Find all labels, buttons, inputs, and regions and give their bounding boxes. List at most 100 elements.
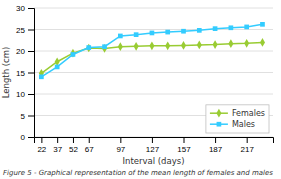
plot: 22 37 52 67 97 127 157 187 217 0 5 10 15 20 25 30 Female… bbox=[16, 4, 273, 154]
tick: 97 bbox=[116, 137, 125, 154]
tick-label: 127 bbox=[146, 145, 160, 154]
series-line bbox=[41, 24, 262, 76]
point bbox=[149, 41, 154, 50]
tick-label: 37 bbox=[53, 145, 62, 154]
tick-label: 22 bbox=[37, 145, 46, 154]
tick-mark bbox=[57, 137, 58, 143]
point bbox=[181, 41, 186, 50]
y-axis: 0 5 10 15 20 25 30 bbox=[16, 4, 34, 142]
tick-mark bbox=[215, 137, 216, 143]
tick: 187 bbox=[209, 137, 223, 154]
legend-label: Females bbox=[232, 109, 265, 118]
tick-mark bbox=[247, 137, 248, 143]
point bbox=[244, 25, 249, 30]
tick-label: 25 bbox=[16, 26, 25, 35]
grid-line bbox=[34, 72, 273, 73]
tick-label: 52 bbox=[69, 145, 78, 154]
tick: 5 bbox=[21, 112, 34, 121]
grid-line bbox=[34, 94, 273, 95]
grid bbox=[34, 8, 273, 137]
axis-line bbox=[28, 9, 35, 138]
point bbox=[150, 31, 155, 36]
point bbox=[165, 41, 170, 50]
legend-item: Females bbox=[210, 109, 265, 118]
tick-mark bbox=[89, 137, 90, 143]
tick-mark bbox=[41, 137, 42, 143]
grid-line bbox=[34, 51, 273, 52]
marks bbox=[39, 22, 265, 79]
point bbox=[181, 29, 186, 34]
legend-item: Males bbox=[210, 120, 255, 129]
tick: 52 bbox=[69, 137, 78, 154]
tick-mark bbox=[28, 137, 34, 138]
series-line bbox=[41, 42, 262, 73]
point bbox=[118, 34, 123, 39]
point bbox=[244, 39, 249, 48]
point bbox=[55, 65, 60, 70]
grid-line bbox=[34, 29, 273, 30]
tick-label: 157 bbox=[177, 145, 191, 154]
tick-mark bbox=[28, 51, 34, 52]
tick-label: 0 bbox=[21, 133, 26, 142]
legend-label: Males bbox=[232, 120, 255, 129]
legend-marker bbox=[216, 109, 221, 118]
tick-mark bbox=[28, 116, 34, 117]
grid-line bbox=[34, 8, 273, 9]
tick-label: 30 bbox=[16, 4, 25, 13]
tick-label: 97 bbox=[116, 145, 125, 154]
tick-mark bbox=[28, 73, 34, 74]
point bbox=[70, 49, 75, 58]
tick-mark bbox=[28, 30, 34, 31]
chart: 22 37 52 67 97 127 157 187 217 0 5 10 15 20 25 30 Female… bbox=[0, 0, 281, 179]
tick-mark bbox=[152, 137, 153, 143]
point bbox=[102, 44, 107, 49]
point bbox=[134, 32, 139, 37]
tick-label: 67 bbox=[85, 145, 94, 154]
point bbox=[165, 30, 170, 35]
tick: 127 bbox=[146, 137, 160, 154]
tick: 10 bbox=[16, 90, 34, 99]
tick: 0 bbox=[21, 133, 34, 142]
legend: Females Males bbox=[206, 105, 269, 133]
point bbox=[39, 74, 44, 79]
tick-label: 5 bbox=[21, 112, 26, 121]
tick-mark bbox=[73, 137, 74, 143]
tick: 25 bbox=[16, 26, 34, 35]
point bbox=[228, 39, 233, 48]
point bbox=[86, 44, 91, 53]
caption: Figure 5 - Graphical representation of t… bbox=[3, 169, 273, 177]
axis-line bbox=[35, 138, 274, 144]
point bbox=[213, 40, 218, 49]
y-axis-title: Length (cm) bbox=[1, 47, 11, 99]
tick-mark bbox=[184, 137, 185, 143]
tick: 22 bbox=[37, 137, 46, 154]
point bbox=[102, 44, 107, 53]
tick: 217 bbox=[240, 137, 254, 154]
x-axis-title: Interval (days) bbox=[123, 156, 185, 166]
tick-label: 20 bbox=[16, 47, 25, 56]
point bbox=[213, 26, 218, 31]
tick-label: 217 bbox=[240, 145, 254, 154]
point bbox=[260, 22, 265, 27]
tick: 20 bbox=[16, 47, 34, 56]
tick-label: 187 bbox=[209, 145, 223, 154]
point bbox=[86, 45, 91, 50]
point bbox=[229, 25, 234, 30]
point bbox=[197, 41, 202, 50]
tick-mark bbox=[28, 8, 34, 9]
tick: 67 bbox=[85, 137, 94, 154]
point bbox=[71, 52, 76, 57]
tick: 157 bbox=[177, 137, 191, 154]
legend-box bbox=[206, 105, 269, 133]
tick-mark bbox=[120, 137, 121, 143]
tick-label: 15 bbox=[16, 69, 25, 78]
tick: 15 bbox=[16, 69, 34, 78]
legend-marker bbox=[217, 122, 222, 127]
tick-label: 10 bbox=[16, 90, 25, 99]
x-axis: 22 37 52 67 97 127 157 187 217 bbox=[35, 137, 274, 154]
point bbox=[118, 42, 123, 51]
tick: 30 bbox=[16, 4, 34, 13]
point bbox=[134, 42, 139, 51]
point bbox=[197, 28, 202, 33]
point bbox=[260, 38, 265, 47]
